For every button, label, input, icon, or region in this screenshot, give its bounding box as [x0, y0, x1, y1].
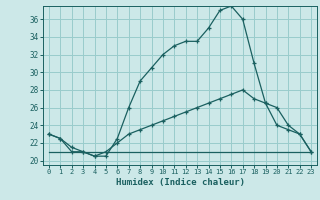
X-axis label: Humidex (Indice chaleur): Humidex (Indice chaleur): [116, 178, 244, 187]
